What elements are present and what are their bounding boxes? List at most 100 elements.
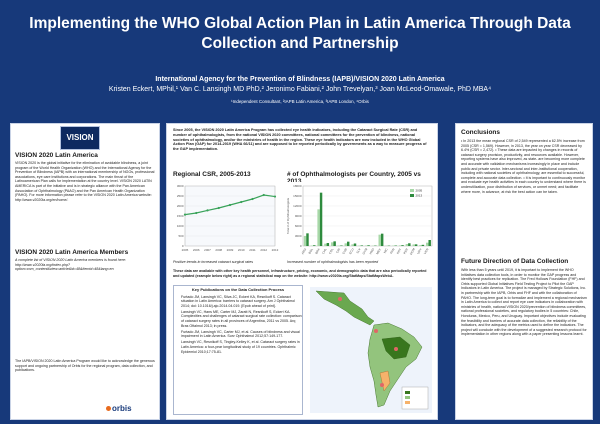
map-legend-swatch [405, 401, 410, 404]
ophth-y-axis-label: Total # of Ophthalmologists [286, 197, 290, 234]
csr-x-tick-label: 2009 [227, 248, 234, 252]
csr-data-point [228, 203, 232, 207]
map-marker [338, 297, 342, 301]
ophth-chart-title: # of Ophthalmologists per Country, 2005 … [287, 171, 437, 185]
csr-x-tick-label: 2005 [182, 248, 189, 252]
csr-data-point [206, 209, 209, 212]
csr-y-tick-label: 500 [178, 234, 183, 238]
organization-line: International Agency for the Prevention … [155, 76, 445, 83]
middle-column: Since 2005, the VISION 2020 Latin Americ… [166, 123, 438, 420]
ophth-bar-2005 [324, 243, 327, 246]
poster-title: Implementing the WHO Global Action Plan … [29, 15, 571, 52]
vla-heading: VISION 2020 Latin America [15, 152, 98, 159]
ophth-x-tick-label: PAN [389, 248, 395, 255]
csr-y-tick-label: 2000 [177, 204, 184, 208]
ophth-y-tick-label: 15000 [293, 194, 302, 198]
latin-america-map [310, 287, 432, 413]
csr-data-point [217, 206, 220, 210]
ophth-bar-2005 [317, 209, 320, 246]
conclusions-body: • In 2013 the mean regional CSR of 2,549… [461, 139, 586, 194]
future-heading: Future Direction of Data Collection [461, 258, 569, 265]
csr-y-tick-label: 2500 [177, 194, 184, 198]
affiliations: ¹Independent Consultant, ²IAPB Latin Ame… [231, 99, 369, 104]
ophth-x-tick-label: ARG [301, 247, 308, 255]
ophth-caption: Increased number of ophthalmologists has… [287, 260, 379, 264]
map-legend-swatch [405, 396, 410, 399]
members-section: VISION 2020 Latin America Members A comp… [15, 249, 155, 272]
publications-list: Furtado JM, Lansingh VC, Silva JC, Ecker… [174, 295, 302, 355]
ophth-bar-2013 [360, 245, 364, 246]
author-list: Kristen Eckert, MPhil,¹ Van C. Lansingh … [108, 86, 492, 93]
orbis-wordmark: orbis [112, 404, 132, 413]
ophthalmologists-bar-chart: 0 3000 6000 9000 12000 15000 18000 Total # of O… [285, 182, 435, 258]
orbis-logo: orbis [106, 404, 132, 413]
ophth-bar-2013 [421, 244, 425, 246]
ophth-bar-2005 [412, 244, 415, 246]
ophth-bar-2005 [398, 245, 402, 246]
acknowledgement-body: The IAPB/VISION 2020 Latin America Progr… [15, 359, 155, 373]
csr-title-text: Regional CSR, 2005-2013 [173, 171, 251, 178]
ophth-y-tick-label: 18000 [293, 184, 302, 188]
ophth-y-tick-label: 3000 [295, 234, 302, 238]
ophth-x-tick-label: PER [403, 247, 410, 255]
ophth-bar-2005 [378, 234, 381, 246]
ophth-bar-2005 [310, 245, 314, 246]
ophth-bar-2005 [364, 245, 368, 246]
ophth-x-tick-label: CHL [321, 247, 328, 254]
ophth-bar-2013 [313, 245, 316, 246]
ophth-legend-swatch [410, 189, 414, 192]
csr-x-tick-label: 2011 [249, 248, 256, 252]
publications-box: Key Publications on the Data Collection … [173, 285, 303, 415]
ophth-bar-2005 [344, 243, 347, 246]
ophth-x-tick-label: DOM [409, 247, 416, 255]
ophth-x-tick-label: CUB [341, 248, 348, 255]
csr-data-point [240, 200, 243, 204]
future-section: Future Direction of Data Collection With… [461, 258, 587, 337]
ophth-y-tick-label: 0 [300, 244, 302, 248]
intro-text: Since 2005, the VISION 2020 Latin Americ… [173, 128, 427, 152]
ophth-bar-2005 [426, 242, 429, 246]
ophth-x-tick-label: NIC [383, 247, 389, 254]
ophth-bar-2005 [351, 244, 354, 246]
csr-data-point [195, 211, 198, 215]
ophth-x-tick-label: MEX [375, 248, 382, 256]
csr-y-tick-label: 1500 [177, 214, 184, 218]
ophth-y-tick-label: 9000 [295, 214, 302, 218]
map-marker [380, 383, 384, 387]
right-column: Conclusions • In 2013 the mean regional … [455, 123, 593, 420]
vla-body: VISION 2020 is the global initiative for… [15, 161, 155, 202]
ophth-y-tick-label: 12000 [293, 204, 302, 208]
orbis-dot-icon [106, 406, 111, 412]
conclusions-heading: Conclusions [461, 129, 501, 136]
acknowledgement: The IAPB/VISION 2020 Latin America Progr… [15, 359, 155, 373]
csr-line-chart: 0 500 1000 1500 2000 2500 3000 2005 2006 2007 2008… [171, 182, 279, 258]
map-marker [374, 329, 378, 333]
ophth-bar-2005 [405, 244, 409, 246]
csr-data-point [273, 195, 277, 198]
csr-x-tick-label: 2008 [215, 248, 222, 252]
csr-data-point [251, 197, 254, 201]
publication-item: Lansingh VC, Resnikoff S, Tingley-Kelley… [181, 340, 302, 354]
left-column: VISION 2020 VISION 2020 Latin America VI… [10, 123, 160, 420]
ophth-bar-2013 [428, 240, 431, 246]
publication-item: Lansingh VC, Hans ME, Carter MJ, Zaratt … [181, 310, 302, 328]
ophth-y-tick-label: 6000 [295, 224, 302, 228]
ophth-bar-2013 [367, 245, 370, 246]
ophth-x-tick-label: COL [328, 247, 335, 255]
members-body: A complete list of VISION 2020 Latin Ame… [15, 258, 126, 272]
csr-x-tick-label: 2012 [260, 248, 267, 252]
ophth-x-tick-label: HND [368, 247, 375, 255]
csr-y-tick-label: 1000 [177, 224, 184, 228]
data-availability-note: These data are available with other key … [173, 269, 427, 278]
ophth-bar-2013 [346, 241, 350, 246]
conclusions-section: Conclusions • In 2013 the mean regional … [461, 129, 587, 194]
csr-chart-title: Regional CSR, 2005-2013 [173, 171, 273, 178]
csr-caption: Positive trends in increased cataract su… [173, 260, 254, 264]
publications-heading: Key Publications on the Data Collection … [191, 287, 285, 292]
ophth-bar-2013 [414, 244, 418, 246]
vla-section: VISION 2020 Latin America VISION 2020 is… [15, 152, 155, 235]
ophth-x-tick-label: SLV [355, 248, 361, 255]
map-marker [394, 347, 398, 351]
ophth-bar-2005 [419, 245, 422, 246]
